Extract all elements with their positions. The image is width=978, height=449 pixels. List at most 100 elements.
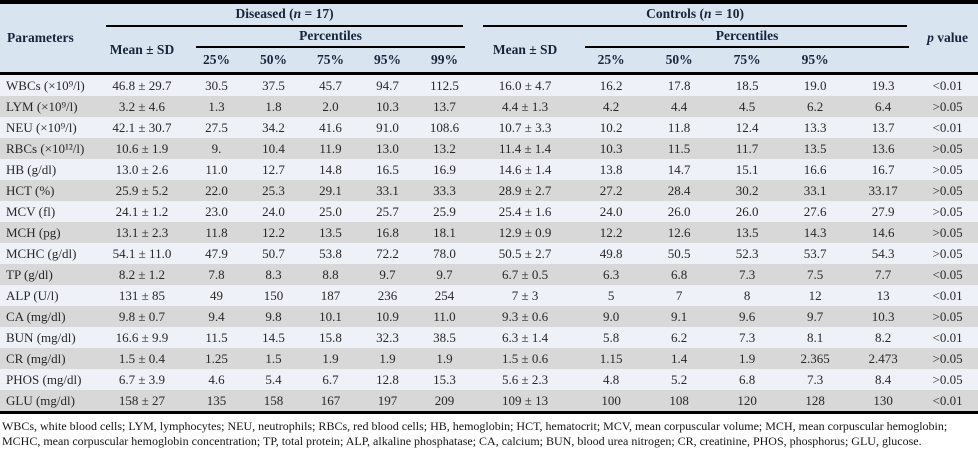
value-cell: 1.15 (599, 350, 623, 366)
value-cell: 1.9 (322, 350, 339, 366)
value-cell: 7.3 (806, 371, 824, 387)
value-cell: 9.3 ± 0.6 (501, 308, 549, 324)
parameter-cell: ALP (U/l) (6, 287, 59, 303)
value-cell: 25.0 (319, 203, 342, 219)
value-cell: 1.8 (265, 98, 282, 114)
value-cell: 34.2 (262, 119, 285, 135)
value-cell: 9.4 (208, 308, 225, 324)
value-cell: 8.8 (322, 266, 339, 282)
table-row: MCHC (g/dl) 54.1 ± 11.0 47.9 50.7 53.8 72.2 78… (0, 243, 978, 264)
value-cell: 42.1 ± 30.7 (112, 119, 172, 135)
value-cell: 6.2 (670, 329, 688, 345)
value-cell: 13.5 (803, 140, 827, 156)
table-row: HCT (%) 25.9 ± 5.2 22.0 25.3 29.1 33.1 33.3 28.… (0, 180, 978, 201)
value-cell: 38.5 (433, 329, 456, 345)
lab-results-table: Parameters Diseased (n = 17) Controls (n… (0, 0, 978, 414)
pvalue-cell: <0.01 (917, 390, 978, 414)
value-cell: 158 (245, 390, 302, 414)
value-cell: 4.6 (208, 371, 225, 387)
value-cell: 13.3 (803, 119, 827, 135)
table-row: WBCs (×10⁹/l) 46.8 ± 29.7 30.5 37.5 45.7 94.7… (0, 73, 978, 96)
parameter-cell: RBCs (×10¹²/l) (6, 140, 85, 156)
parameter-cell: CA (mg/dl) (6, 308, 66, 324)
value-cell: 14.8 (319, 161, 342, 177)
value-cell: 13 (876, 287, 890, 303)
value-cell: 131 ± 85 (118, 287, 166, 303)
value-cell: 25.9 ± 5.2 (115, 182, 169, 198)
table-row: BUN (mg/dl) 16.6 ± 9.9 11.5 14.5 15.8 32.3 38.… (0, 327, 978, 348)
value-cell: 18.5 (735, 77, 759, 93)
parameter-cell: MCV (fl) (6, 203, 56, 219)
value-cell: 47.9 (205, 245, 228, 261)
table-header: Parameters Diseased (n = 17) Controls (n… (0, 2, 978, 75)
value-cell: 135 (188, 390, 245, 414)
table-row: TP (g/dl) 8.2 ± 1.2 7.8 8.3 8.8 9.7 9.7 6.7 ± 0… (0, 264, 978, 285)
value-cell: 6.3 (602, 266, 620, 282)
value-cell: 13.1 ± 2.3 (115, 224, 169, 240)
value-cell: 4.8 (602, 371, 620, 387)
value-cell: 7.5 (806, 266, 824, 282)
value-cell: 12.2 (262, 224, 285, 240)
value-cell: 11.7 (735, 140, 759, 156)
value-cell: 11.8 (205, 224, 228, 240)
table-row: NEU (×10⁹/l) 42.1 ± 30.7 27.5 34.2 41.6 91.0 1… (0, 117, 978, 138)
value-cell: 54.1 ± 11.0 (112, 245, 172, 261)
pvalue-cell: >0.05 (932, 98, 963, 114)
value-cell: 9.0 (602, 308, 620, 324)
value-cell: 14.5 (262, 329, 285, 345)
value-cell: 10.3 (871, 308, 895, 324)
value-cell: 12.4 (735, 119, 759, 135)
value-cell: 18.1 (433, 224, 456, 240)
parameter-cell: LYM (×10⁹/l) (6, 98, 78, 114)
value-cell: 11.5 (205, 329, 228, 345)
value-cell: 108 (645, 390, 714, 414)
group-header-diseased: Diseased (n = 17) (106, 4, 464, 27)
value-cell: 8.2 (874, 329, 892, 345)
value-cell: 10.7 ± 3.3 (498, 119, 552, 135)
value-cell: 6.8 (670, 266, 688, 282)
value-cell: 12.7 (262, 161, 285, 177)
value-cell: 6.7 ± 3.9 (118, 371, 166, 387)
value-cell: 5 (607, 287, 615, 303)
value-cell: 12.2 (599, 224, 623, 240)
value-cell: 33.17 (868, 182, 898, 198)
value-cell: 5.2 (670, 371, 688, 387)
value-cell: 11.9 (319, 140, 342, 156)
parameter-cell: BUN (mg/dl) (6, 329, 76, 345)
value-cell: 13.6 (871, 140, 895, 156)
col-header-c25: 25% (577, 48, 646, 75)
value-cell: 13.0 ± 2.6 (115, 161, 169, 177)
col-header-d25: 25% (188, 48, 245, 75)
percentiles-header-controls: Percentiles (585, 27, 910, 48)
pvalue-cell: >0.05 (932, 308, 963, 324)
value-cell: 7.7 (874, 266, 892, 282)
value-cell: 1.4 (670, 350, 688, 366)
value-cell: 49 (210, 287, 223, 303)
value-cell: 3.2 ± 4.6 (118, 98, 166, 114)
value-cell: 28.4 (667, 182, 691, 198)
value-cell: 33.3 (433, 182, 456, 198)
value-cell: 10.2 (599, 119, 623, 135)
value-cell: 236 (377, 287, 398, 303)
pvalue-cell: >0.05 (932, 182, 963, 198)
value-cell: 6.7 ± 0.5 (501, 266, 549, 282)
value-cell: 91.0 (376, 119, 399, 135)
value-cell: 53.7 (803, 245, 827, 261)
value-cell: 15.3 (433, 371, 456, 387)
value-cell: 14.6 (871, 224, 895, 240)
percentile-labels-row: 25% 50% 75% 95% 99% 25% 50% 75% 95% (0, 48, 978, 75)
value-cell: 30.5 (205, 77, 228, 93)
value-cell: 13.5 (319, 224, 342, 240)
footnote-line-1: WBCs, white blood cells; LYM, lymphocyte… (2, 419, 948, 433)
value-cell: 100 (577, 390, 646, 414)
value-cell: 16.5 (376, 161, 399, 177)
parameter-cell: HCT (%) (6, 182, 55, 198)
value-cell: 22.0 (205, 182, 228, 198)
value-cell: 50.5 (667, 245, 691, 261)
value-cell: 8.2 ± 1.2 (118, 266, 166, 282)
col-header-d50: 50% (245, 48, 302, 75)
value-cell: 11.4 ± 1.4 (498, 140, 552, 156)
value-cell: 12.9 ± 0.9 (498, 224, 552, 240)
value-cell: 8.3 (265, 266, 282, 282)
value-cell: 7.8 (208, 266, 225, 282)
